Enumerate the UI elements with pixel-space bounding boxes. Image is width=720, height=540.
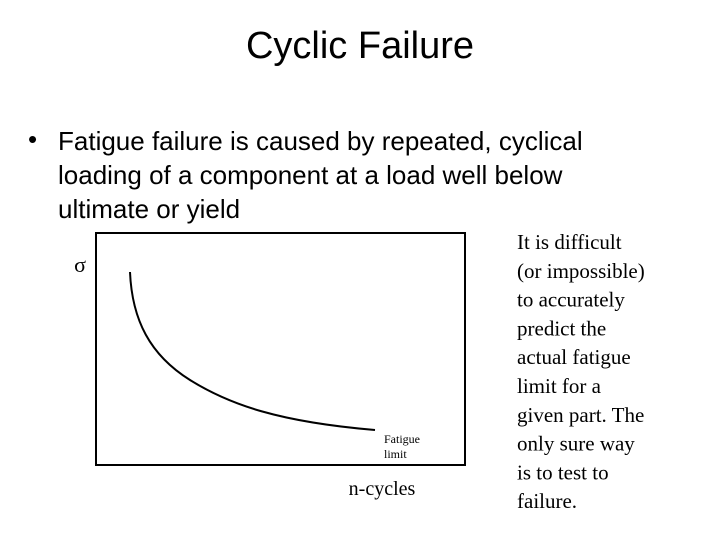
bullet-marker: • [28,124,37,154]
side-note-line: given part. The [517,403,644,427]
sn-curve [129,271,376,431]
side-note-line: (or impossible) [517,259,645,283]
side-note-line: to accurately [517,288,625,312]
bullet-text: Fatigue failure is caused by repeated, c… [58,126,583,224]
side-note-line: failure. [517,489,577,513]
side-note-line: actual fatigue [517,345,631,369]
side-note-line: is to test to [517,460,609,484]
side-note-line: only sure way [517,432,635,456]
bullet-line: Fatigue failure is caused by repeated, c… [58,126,583,156]
side-note-line: limit for a [517,374,602,398]
plot-frame [95,232,466,466]
x-axis-label: n-cycles [349,478,416,500]
side-note: It is difficult (or impossible) to accurat… [517,230,645,513]
slide-title: Cyclic Failure [246,25,474,67]
side-note-line: predict the [517,316,606,340]
bullet-line: ultimate or yield [58,194,240,224]
bullet-line: loading of a component at a load well be… [58,160,563,190]
annotation-line: limit [384,447,407,461]
side-note-line: It is difficult [517,230,622,254]
y-axis-label: σ [74,252,86,277]
annotation-line: Fatigue [384,432,420,446]
